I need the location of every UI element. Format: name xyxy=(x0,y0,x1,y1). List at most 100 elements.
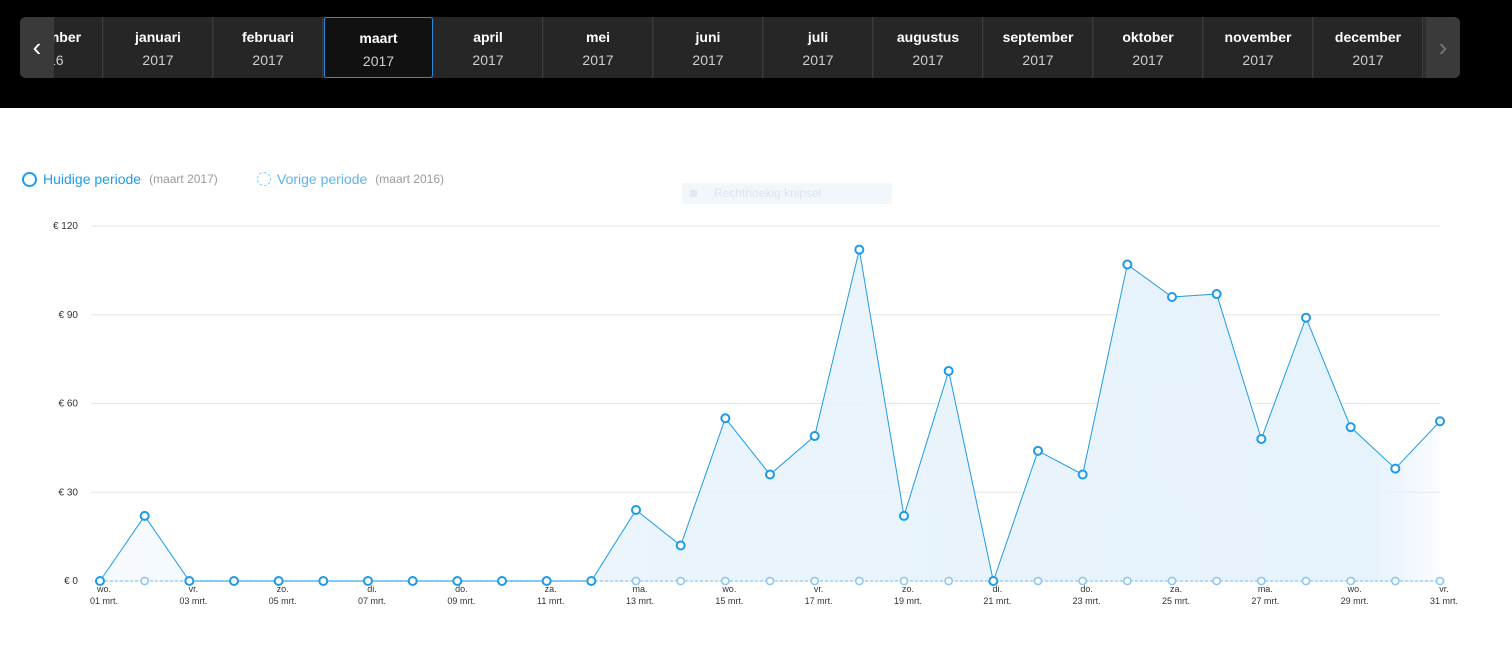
x-tick-weekday: di. xyxy=(367,584,377,594)
x-tick-date: 03 mrt. xyxy=(179,596,207,606)
month-item-oktober[interactable]: oktober 2017 xyxy=(1094,17,1203,78)
snip-icon xyxy=(690,190,697,197)
y-tick-label: € 120 xyxy=(53,221,78,232)
current-period-point xyxy=(407,576,418,586)
previous-period-point xyxy=(1078,576,1088,586)
dashed-circle-icon xyxy=(257,172,271,186)
current-period-point xyxy=(452,576,463,586)
month-name: juni xyxy=(695,29,721,45)
current-period-point xyxy=(184,576,195,586)
previous-period-point xyxy=(140,576,150,586)
month-item-maart[interactable]: maart 2017 xyxy=(324,17,433,78)
month-name: juli xyxy=(807,29,829,45)
month-name: november xyxy=(1224,29,1292,45)
month-year: 2017 xyxy=(1352,52,1384,68)
x-tick-weekday: ma. xyxy=(1258,584,1273,594)
current-period-point xyxy=(139,510,150,521)
y-tick-label: € 90 xyxy=(59,310,79,321)
chevron-left-icon[interactable]: ‹ xyxy=(20,17,54,78)
legend-current[interactable]: Huidige periode (maart 2017) xyxy=(22,171,218,187)
x-tick-date: 01 mrt. xyxy=(90,596,118,606)
month-year: 2017 xyxy=(472,52,504,68)
x-tick-weekday: zo. xyxy=(902,584,914,594)
x-tick-weekday: za. xyxy=(1170,584,1182,594)
month-year: 2017 xyxy=(692,52,724,68)
x-tick-weekday: do. xyxy=(1080,584,1093,594)
month-item-november[interactable]: november 2017 xyxy=(1204,17,1313,78)
current-period-point xyxy=(1122,259,1133,270)
month-name: april xyxy=(473,29,503,45)
month-item-februari[interactable]: februari 2017 xyxy=(214,17,323,78)
current-period-point xyxy=(988,576,999,586)
month-year: 2017 xyxy=(362,53,395,69)
previous-period-point xyxy=(1346,576,1356,586)
current-period-point xyxy=(675,540,686,551)
month-item-september[interactable]: september 2017 xyxy=(984,17,1093,78)
y-tick-label: € 60 xyxy=(59,399,79,410)
current-period-point xyxy=(899,510,909,521)
current-period-point xyxy=(1435,416,1445,427)
current-period-point xyxy=(809,431,820,442)
snip-tooltip-text: Rechthoekig knipsel xyxy=(714,186,822,200)
x-tick-date: 21 mrt. xyxy=(983,596,1011,606)
x-tick-date: 23 mrt. xyxy=(1073,596,1101,606)
current-period-point xyxy=(1077,469,1088,480)
x-tick-date: 31 mrt. xyxy=(1430,596,1458,606)
x-tick-date: 09 mrt. xyxy=(447,596,475,606)
x-tick-date: 27 mrt. xyxy=(1251,596,1279,606)
x-tick-weekday: wo. xyxy=(1347,584,1362,594)
month-year: 2017 xyxy=(1022,52,1054,68)
previous-period-point xyxy=(631,576,641,586)
month-item-mei[interactable]: mei 2017 xyxy=(544,17,653,78)
previous-period-point xyxy=(944,576,954,586)
y-tick-label: € 30 xyxy=(59,487,79,498)
current-period-point xyxy=(95,576,105,586)
month-item-juli[interactable]: juli 2017 xyxy=(764,17,873,78)
month-item-januari[interactable]: januari 2017 xyxy=(104,17,213,78)
current-period-point xyxy=(1390,463,1401,474)
previous-period-point xyxy=(899,576,909,586)
month-item-augustus[interactable]: augustus 2017 xyxy=(874,17,983,78)
previous-period-point xyxy=(1256,576,1266,586)
current-period-point xyxy=(1345,422,1356,433)
x-tick-weekday: vr. xyxy=(1439,584,1449,594)
current-period-point xyxy=(1167,292,1177,302)
legend-previous-label: Vorige periode xyxy=(277,171,368,187)
x-tick-weekday: zo. xyxy=(277,584,289,594)
circle-icon xyxy=(22,171,37,187)
month-item-april[interactable]: april 2017 xyxy=(434,17,543,78)
x-tick-date: 07 mrt. xyxy=(358,596,386,606)
previous-period-point xyxy=(1122,576,1132,586)
current-period-point xyxy=(1211,289,1222,300)
month-name: oktober xyxy=(1122,29,1174,45)
x-tick-date: 05 mrt. xyxy=(269,596,297,606)
month-name: maart xyxy=(359,30,398,46)
month-item-juni[interactable]: juni 2017 xyxy=(654,17,763,78)
current-period-point xyxy=(363,576,373,586)
x-tick-date: 29 mrt. xyxy=(1341,596,1369,606)
month-year: 2017 xyxy=(582,52,614,68)
month-year: 2017 xyxy=(252,52,284,68)
previous-period-point xyxy=(676,576,686,586)
x-tick-date: 13 mrt. xyxy=(626,596,654,606)
x-tick-weekday: vr. xyxy=(814,584,824,594)
current-period-point xyxy=(1301,312,1311,323)
chevron-right-icon[interactable]: › xyxy=(1426,17,1460,78)
current-period-point xyxy=(631,505,641,515)
revenue-chart: € 0 € 30 € 60 € 90 € 120 wo. 01 mrt. vr. 03 mrt.… xyxy=(53,221,1458,606)
month-item-december[interactable]: december 2017 xyxy=(1314,17,1423,78)
x-tick-weekday: vr. xyxy=(189,584,199,594)
month-navigation-bar: ‹ december2016januari2017februari2017maa… xyxy=(0,0,1512,108)
x-tick-date: 19 mrt. xyxy=(894,596,922,606)
month-year: 2017 xyxy=(1242,52,1274,68)
x-tick-weekday: wo. xyxy=(96,584,111,594)
current-period-point xyxy=(318,576,329,586)
previous-period-point xyxy=(810,576,820,586)
month-name: januari xyxy=(135,29,181,45)
month-year: 2017 xyxy=(912,52,944,68)
legend-previous[interactable]: Vorige periode (maart 2016) xyxy=(257,171,444,187)
x-tick-date: 15 mrt. xyxy=(715,596,743,606)
current-period-area xyxy=(100,249,1440,581)
month-year: 2017 xyxy=(802,52,834,68)
current-period-point xyxy=(541,576,552,586)
